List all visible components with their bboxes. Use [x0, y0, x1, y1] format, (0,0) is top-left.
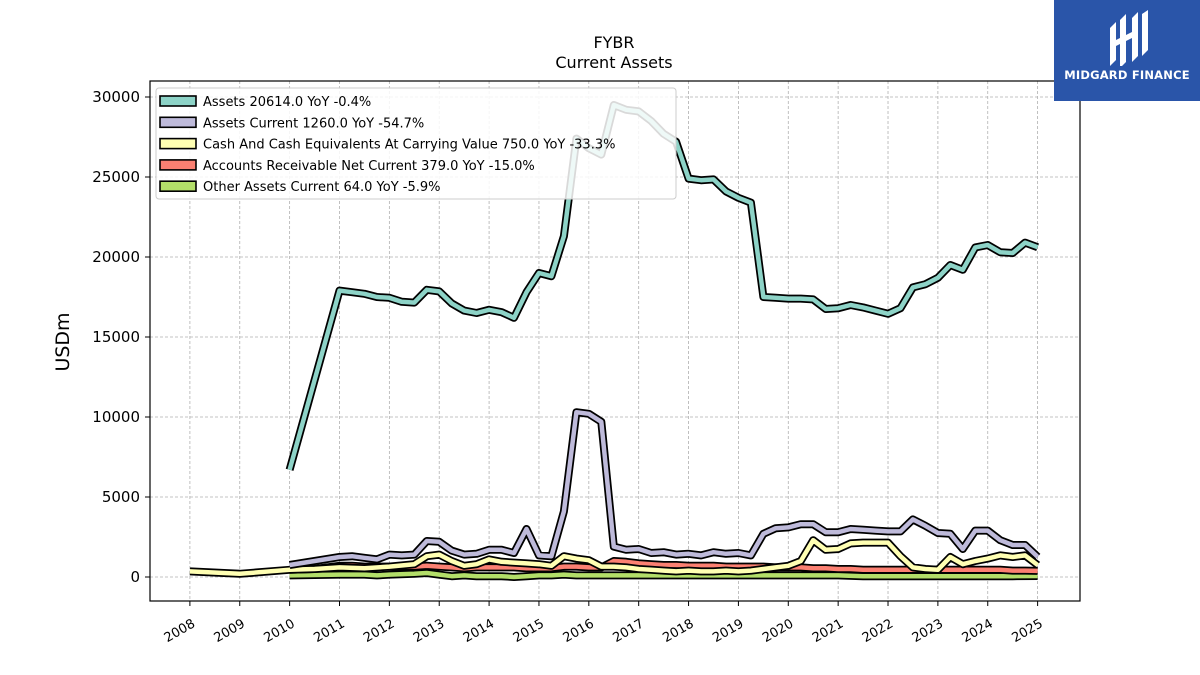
- x-tick-label: 2024: [960, 616, 996, 646]
- y-axis-label: USDm: [52, 312, 74, 371]
- series-stroke: [289, 570, 1038, 580]
- x-tick-label: 2022: [860, 616, 896, 646]
- y-tick-label: 30000: [92, 88, 140, 106]
- legend-entry: Cash And Cash Equivalents At Carrying Va…: [203, 138, 615, 153]
- chart-title: FYBR: [593, 33, 634, 52]
- series-line: [189, 536, 1041, 578]
- series-layer: [189, 101, 1041, 581]
- x-tick-label: 2016: [561, 616, 597, 646]
- x-tick-label: 2021: [810, 616, 846, 646]
- y-tick-label: 20000: [92, 248, 140, 266]
- legend-entry: Assets Current 1260.0 YoY -54.7%: [203, 116, 424, 131]
- series-outline: [288, 408, 1041, 569]
- chart-subtitle: Current Assets: [555, 53, 672, 72]
- x-tick-label: 2014: [461, 616, 497, 646]
- legend-entry: Assets 20614.0 YoY -0.4%: [203, 95, 371, 110]
- series-line: [289, 569, 1038, 581]
- plot-frame: [149, 80, 1081, 602]
- y-tick-label: 5000: [102, 488, 140, 506]
- x-tick-label: 2008: [162, 616, 198, 646]
- brand-name: MIDGARD FINANCE: [1064, 68, 1190, 82]
- brand-logo: MIDGARD FINANCE: [1054, 0, 1200, 101]
- legend-swatch: [159, 95, 197, 107]
- series-line: [285, 101, 1039, 471]
- series-line: [288, 408, 1041, 569]
- x-tick-label: 2017: [611, 616, 647, 646]
- x-tick-label: 2010: [261, 616, 297, 646]
- x-tick-label: 2019: [710, 616, 746, 646]
- x-tick-label: 2013: [411, 616, 447, 646]
- series-stroke: [289, 409, 1040, 568]
- legend: Assets 20614.0 YoY -0.4% Assets Current 1…: [155, 87, 677, 200]
- x-axis: 2008 2009 2010 2011 2012 2013 2014 2015 2016 2017…: [162, 601, 1046, 646]
- legend-swatch: [159, 159, 197, 171]
- legend-box: [155, 87, 677, 200]
- x-tick-label: 2020: [760, 616, 796, 646]
- series-stroke: [287, 102, 1039, 471]
- legend-entry: Other Assets Current 64.0 YoY -5.9%: [203, 180, 440, 195]
- x-tick-label: 2023: [910, 616, 946, 646]
- midgard-logo-icon: [1110, 10, 1148, 66]
- legend-swatch: [159, 137, 197, 150]
- x-tick-label: 2011: [311, 616, 347, 646]
- legend-swatch: [159, 116, 197, 129]
- series-stroke: [189, 537, 1039, 577]
- x-tick-label: 2012: [361, 616, 397, 646]
- y-axis: 0 5000 10000 15000 20000 25000 30000: [92, 88, 150, 586]
- x-tick-label: 2025: [1009, 616, 1045, 646]
- y-tick-label: 10000: [92, 408, 140, 426]
- y-tick-label: 0: [130, 568, 140, 586]
- legend-swatch: [159, 180, 197, 192]
- y-tick-label: 25000: [92, 168, 140, 186]
- y-tick-label: 15000: [92, 328, 140, 346]
- legend-entry: Accounts Receivable Net Current 379.0 Yo…: [203, 159, 535, 174]
- x-tick-label: 2009: [212, 616, 248, 646]
- x-tick-label: 2018: [660, 616, 696, 646]
- x-tick-label: 2015: [511, 616, 547, 646]
